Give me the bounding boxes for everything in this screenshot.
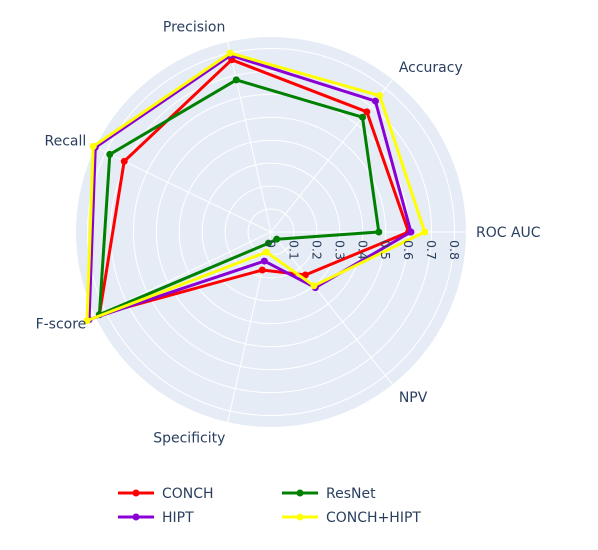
point-conch-hipt-accuracy: [376, 92, 384, 100]
spoke-accuracy: [270, 79, 393, 233]
legend-swatch-marker: [132, 489, 140, 497]
point-resnet-npv: [273, 235, 281, 243]
legend-item-conch-hipt[interactable]: CONCH+HIPT: [282, 510, 421, 526]
axis-label-roc-auc: ROC AUC: [476, 225, 541, 241]
point-conch-hipt-precision: [226, 49, 234, 57]
point-resnet-accuracy: [359, 113, 367, 121]
legend-swatch-marker: [296, 489, 304, 497]
radial-tick-label: 0.3: [332, 240, 347, 260]
series-conch-hipt: [83, 49, 429, 325]
point-resnet-specificity: [264, 239, 272, 247]
series-line-hipt: [87, 53, 413, 322]
series-layer: [83, 49, 429, 325]
axis-label-npv: NPV: [399, 390, 428, 406]
legend-label: HIPT: [162, 510, 194, 526]
axis-labels: ROC AUC Accuracy Precision Recall F-score Spe…: [36, 19, 541, 446]
radial-tick-label: 0.6: [401, 240, 416, 260]
axis-label-accuracy: Accuracy: [399, 60, 463, 76]
point-hipt-accuracy: [371, 97, 379, 105]
point-resnet-recall: [106, 150, 114, 158]
radial-tick-label: 0.1: [286, 240, 301, 260]
radial-tick-label: 0.5: [378, 240, 393, 260]
point-conch-hipt-specificity: [262, 248, 270, 256]
legend-label: ResNet: [326, 486, 376, 502]
spoke-precision: [227, 41, 272, 233]
legend-item-resnet[interactable]: ResNet: [282, 486, 376, 502]
radial-tick-label: 0.4: [355, 240, 370, 260]
point-hipt-roc-auc: [407, 228, 415, 236]
series-line-conch-hipt: [85, 51, 427, 323]
point-resnet-precision: [232, 76, 240, 84]
radial-tick-label: 0.7: [424, 240, 439, 260]
legend-item-conch[interactable]: CONCH: [118, 486, 214, 502]
radial-tick-label: 0.2: [309, 240, 324, 260]
legend-item-hipt[interactable]: HIPT: [118, 510, 194, 526]
radial-tick-label: 0: [264, 240, 279, 248]
legend-swatch-marker: [296, 513, 304, 521]
legend-label: CONCH+HIPT: [326, 510, 421, 526]
legend: CONCH ResNet HIPT CONCH+HIPT: [118, 486, 421, 526]
spoke-npv: [270, 231, 393, 385]
radial-tick-labels: 0 0.1 0.2 0.3 0.4 0.5 0.6 0.7 0.8: [264, 240, 463, 260]
point-conch-hipt-f-score: [83, 317, 91, 325]
axis-label-recall: Recall: [45, 133, 87, 149]
legend-label: CONCH: [162, 486, 214, 502]
axis-label-specificity: Specificity: [153, 431, 225, 447]
axis-label-precision: Precision: [163, 19, 225, 35]
point-conch-hipt-roc-auc: [421, 228, 429, 236]
point-hipt-specificity: [260, 257, 268, 265]
axis-label-f-score: F-score: [36, 317, 87, 333]
point-conch-specificity: [258, 266, 266, 274]
point-conch-accuracy: [363, 108, 371, 116]
point-resnet-roc-auc: [375, 228, 383, 236]
radial-tick-label: 0.8: [447, 240, 462, 260]
point-conch-hipt-recall: [89, 142, 97, 150]
point-conch-recall: [120, 157, 128, 165]
point-conch-hipt-npv: [310, 282, 318, 290]
legend-swatch-marker: [132, 513, 140, 521]
